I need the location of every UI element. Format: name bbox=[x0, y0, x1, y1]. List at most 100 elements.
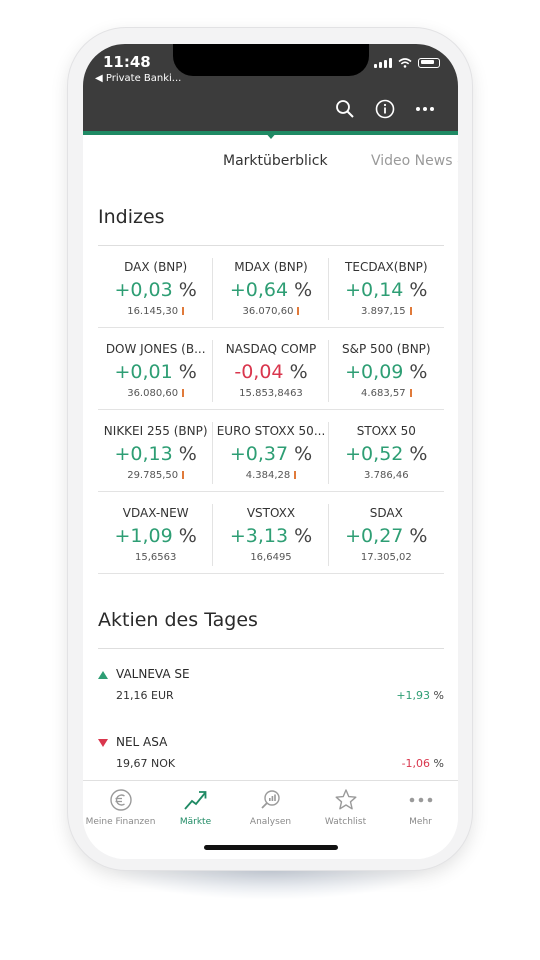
index-tile[interactable]: EURO STOXX 50... +0,37 % 4.384,28 bbox=[213, 410, 329, 491]
index-name: DOW JONES (B... bbox=[105, 342, 206, 356]
search-icon[interactable] bbox=[334, 98, 356, 120]
nav-watchlist[interactable]: Watchlist bbox=[308, 787, 383, 827]
index-name: VSTOXX bbox=[246, 506, 296, 520]
index-change: -0,04 % bbox=[213, 361, 328, 383]
intraday-marker-icon bbox=[409, 389, 412, 397]
index-tile[interactable]: VDAX-NEW +1,09 % 15,6563 bbox=[98, 492, 214, 573]
index-price: 36.070,60 bbox=[213, 306, 328, 317]
index-tile[interactable]: DOW JONES (B... +0,01 % 36.080,60 bbox=[98, 328, 214, 409]
index-tile[interactable]: STOXX 50 +0,52 % 3.786,46 bbox=[329, 410, 444, 491]
index-change-value: +0,64 bbox=[229, 279, 289, 301]
index-price: 3.786,46 bbox=[329, 470, 444, 481]
index-row: NIKKEI 255 (BNP) +0,13 % 29.785,50 EURO STO… bbox=[98, 410, 444, 492]
index-name: SDAX bbox=[369, 506, 403, 520]
nav-label: Mehr bbox=[409, 817, 432, 827]
index-change-unit: % bbox=[409, 279, 428, 301]
index-change-unit: % bbox=[294, 279, 313, 301]
index-change-value: +0,13 bbox=[114, 443, 173, 465]
index-price-value: 4.384,28 bbox=[245, 470, 291, 481]
index-tile[interactable]: MDAX (BNP) +0,64 % 36.070,60 bbox=[213, 246, 329, 327]
index-change: +0,52 % bbox=[329, 443, 444, 465]
index-row: VDAX-NEW +1,09 % 15,6563 VSTOXX +3,13 % 16,64… bbox=[98, 492, 444, 574]
star-icon bbox=[308, 787, 383, 813]
index-tile[interactable]: VSTOXX +3,13 % 16,6495 bbox=[213, 492, 329, 573]
index-change: +0,03 % bbox=[98, 279, 213, 301]
stock-change-unit: % bbox=[433, 689, 444, 702]
column-divider bbox=[327, 504, 329, 566]
index-row: DOW JONES (B... +0,01 % 36.080,60 NASDAQ CO… bbox=[98, 328, 444, 410]
index-change-unit: % bbox=[178, 361, 197, 383]
index-change-value: +0,37 bbox=[229, 443, 289, 465]
index-change-unit: % bbox=[294, 525, 313, 547]
nav-mehr[interactable]: Mehr bbox=[383, 787, 458, 827]
index-change-unit: % bbox=[178, 525, 197, 547]
index-change: +0,14 % bbox=[329, 279, 444, 301]
tab-video-news[interactable]: Video News & bbox=[371, 153, 458, 169]
index-tile[interactable]: TECDAX(BNP) +0,14 % 3.897,15 bbox=[329, 246, 444, 327]
index-change: +3,13 % bbox=[213, 525, 328, 547]
nav-analysen[interactable]: Analysen bbox=[233, 787, 308, 827]
index-name: NIKKEI 255 (BNP) bbox=[103, 424, 208, 438]
index-price-value: 36.080,60 bbox=[127, 388, 179, 399]
column-divider bbox=[212, 422, 214, 484]
up-arrow-icon bbox=[98, 671, 108, 679]
index-tile[interactable]: NIKKEI 255 (BNP) +0,13 % 29.785,50 bbox=[98, 410, 214, 491]
index-price-value: 17.305,02 bbox=[360, 552, 412, 563]
index-change-value: +1,09 bbox=[114, 525, 173, 547]
index-price: 4.384,28 bbox=[213, 470, 328, 481]
back-to-app-link[interactable]: ◀ Private Banki... bbox=[95, 73, 182, 84]
index-tile[interactable]: SDAX +0,27 % 17.305,02 bbox=[329, 492, 444, 573]
index-tile[interactable]: DAX (BNP) +0,03 % 16.145,30 bbox=[98, 246, 214, 327]
stock-change: +1,93 % bbox=[396, 689, 444, 702]
index-price-value: 15.853,8463 bbox=[239, 388, 303, 399]
intraday-marker-icon bbox=[409, 307, 412, 315]
index-change-value: +3,13 bbox=[229, 525, 289, 547]
top-bar: 11:48 ◀ Private Banki... bbox=[83, 44, 458, 135]
home-indicator bbox=[204, 845, 338, 850]
index-change-unit: % bbox=[178, 443, 197, 465]
magnifier-chart-icon bbox=[233, 787, 308, 813]
toolbar-actions bbox=[334, 98, 436, 120]
info-icon[interactable] bbox=[374, 98, 396, 120]
list-item[interactable]: NEL ASA 19,67 NOK -1,06 % bbox=[98, 734, 444, 794]
indizes-title: Indizes bbox=[98, 206, 165, 228]
list-item[interactable]: VALNEVA SE 21,16 EUR +1,93 % bbox=[98, 666, 444, 726]
index-change-value: -0,04 bbox=[234, 361, 284, 383]
index-price-value: 16,6495 bbox=[250, 552, 292, 563]
battery-icon bbox=[418, 57, 440, 68]
nav-meine-finanzen[interactable]: Meine Finanzen bbox=[83, 787, 158, 827]
index-price-value: 3.786,46 bbox=[364, 470, 409, 481]
index-change: +0,37 % bbox=[213, 443, 328, 465]
index-row: DAX (BNP) +0,03 % 16.145,30 MDAX (BNP) +0,64… bbox=[98, 246, 444, 328]
nav-maerkte[interactable]: Märkte bbox=[158, 787, 233, 827]
index-price: 15,6563 bbox=[98, 552, 213, 563]
index-tile[interactable]: S&P 500 (BNP) +0,09 % 4.683,57 bbox=[329, 328, 444, 409]
index-change-value: +0,52 bbox=[345, 443, 404, 465]
more-icon[interactable] bbox=[414, 98, 436, 120]
wifi-icon bbox=[398, 57, 412, 68]
index-price: 16.145,30 bbox=[98, 306, 213, 317]
index-change-unit: % bbox=[409, 443, 428, 465]
column-divider bbox=[212, 258, 214, 320]
column-divider bbox=[327, 340, 329, 402]
index-change-unit: % bbox=[294, 443, 313, 465]
column-divider bbox=[212, 340, 214, 402]
index-price-value: 36.070,60 bbox=[242, 306, 294, 317]
nav-label: Analysen bbox=[249, 817, 292, 827]
index-tile[interactable]: NASDAQ COMP -0,04 % 15.853,8463 bbox=[213, 328, 329, 409]
stock-change-value: +1,93 bbox=[396, 689, 431, 702]
index-grid: DAX (BNP) +0,03 % 16.145,30 MDAX (BNP) +0,64… bbox=[98, 246, 444, 574]
stock-change-value: -1,06 bbox=[401, 757, 431, 770]
index-change-value: +0,27 bbox=[345, 525, 404, 547]
tab-marktueberblick[interactable]: Marktüberblick bbox=[223, 153, 328, 169]
nav-label: Märkte bbox=[179, 817, 212, 827]
index-change: +1,09 % bbox=[98, 525, 213, 547]
index-price: 36.080,60 bbox=[98, 388, 213, 399]
index-change-value: +0,14 bbox=[345, 279, 404, 301]
index-change-value: +0,09 bbox=[345, 361, 404, 383]
status-icons bbox=[374, 57, 440, 68]
stock-price: 19,67 NOK bbox=[116, 757, 176, 770]
index-change: +0,13 % bbox=[98, 443, 213, 465]
stock-name: NEL ASA bbox=[116, 735, 168, 749]
intraday-marker-icon bbox=[297, 307, 300, 315]
